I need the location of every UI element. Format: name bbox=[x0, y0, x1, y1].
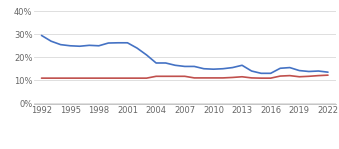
(CA) State Average bbox=[97, 77, 101, 79]
(CA) State Average bbox=[240, 76, 244, 78]
(CA) State Average bbox=[307, 75, 311, 77]
(CA) State Average bbox=[87, 77, 91, 79]
Santiago High School bbox=[288, 67, 292, 69]
(CA) State Average bbox=[68, 77, 72, 79]
(CA) State Average bbox=[297, 76, 301, 78]
Santiago High School bbox=[326, 71, 330, 73]
Santiago High School bbox=[125, 42, 129, 44]
Santiago High School bbox=[259, 72, 263, 74]
Santiago High School bbox=[154, 62, 158, 64]
(CA) State Average bbox=[154, 75, 158, 77]
Santiago High School bbox=[202, 68, 206, 70]
Santiago High School bbox=[144, 54, 148, 56]
(CA) State Average bbox=[288, 75, 292, 76]
(CA) State Average bbox=[125, 77, 129, 79]
(CA) State Average bbox=[106, 77, 111, 79]
(CA) State Average bbox=[231, 77, 235, 78]
Santiago High School bbox=[183, 66, 187, 67]
Santiago High School bbox=[87, 44, 91, 46]
(CA) State Average bbox=[268, 77, 273, 79]
Santiago High School bbox=[173, 64, 177, 66]
(CA) State Average bbox=[221, 77, 225, 79]
(CA) State Average bbox=[183, 75, 187, 77]
Santiago High School bbox=[211, 68, 215, 70]
Santiago High School bbox=[78, 45, 82, 47]
(CA) State Average bbox=[259, 77, 263, 79]
Santiago High School bbox=[68, 45, 72, 47]
Santiago High School bbox=[40, 35, 44, 36]
(CA) State Average bbox=[192, 77, 196, 79]
Santiago High School bbox=[59, 44, 63, 46]
Santiago High School bbox=[307, 71, 311, 72]
Santiago High School bbox=[250, 70, 254, 72]
Santiago High School bbox=[221, 68, 225, 70]
Santiago High School bbox=[49, 40, 53, 42]
(CA) State Average bbox=[116, 77, 120, 79]
Santiago High School bbox=[192, 66, 196, 67]
(CA) State Average bbox=[144, 77, 148, 79]
(CA) State Average bbox=[173, 75, 177, 77]
Santiago High School bbox=[135, 47, 139, 49]
(CA) State Average bbox=[164, 75, 168, 77]
(CA) State Average bbox=[278, 75, 282, 77]
(CA) State Average bbox=[211, 77, 215, 79]
Santiago High School bbox=[164, 62, 168, 64]
(CA) State Average bbox=[316, 75, 320, 76]
(CA) State Average bbox=[135, 77, 139, 79]
Santiago High School bbox=[316, 70, 320, 72]
Santiago High School bbox=[231, 67, 235, 69]
(CA) State Average bbox=[49, 77, 53, 79]
Santiago High School bbox=[278, 67, 282, 69]
(CA) State Average bbox=[250, 77, 254, 79]
(CA) State Average bbox=[202, 77, 206, 79]
(CA) State Average bbox=[40, 77, 44, 79]
Line: (CA) State Average: (CA) State Average bbox=[42, 75, 328, 78]
(CA) State Average bbox=[59, 77, 63, 79]
Santiago High School bbox=[268, 72, 273, 74]
Santiago High School bbox=[297, 70, 301, 72]
Santiago High School bbox=[106, 42, 111, 44]
Santiago High School bbox=[240, 64, 244, 66]
(CA) State Average bbox=[78, 77, 82, 79]
(CA) State Average bbox=[326, 74, 330, 76]
Santiago High School bbox=[97, 45, 101, 47]
Santiago High School bbox=[116, 42, 120, 44]
Line: Santiago High School: Santiago High School bbox=[42, 35, 328, 73]
